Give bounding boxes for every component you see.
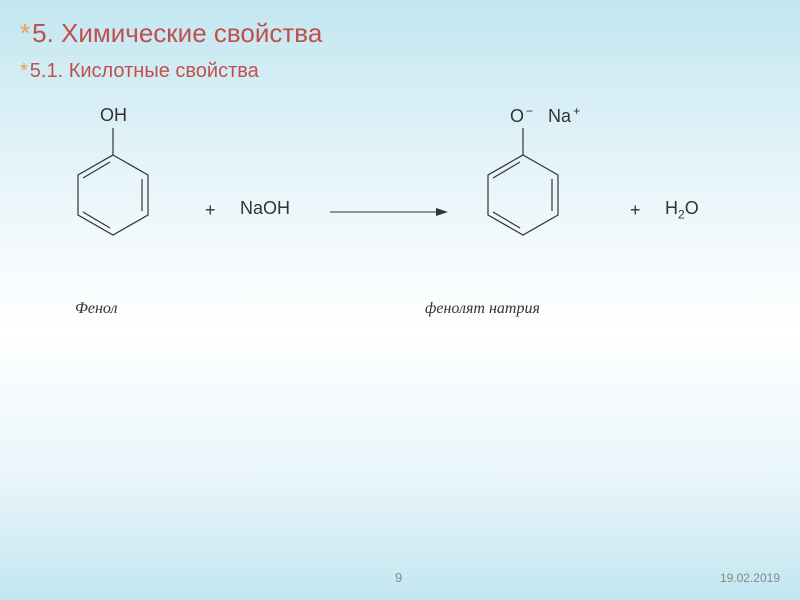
neg-charge: − [526,104,533,118]
phenolate-label: O− Na+ [510,104,580,127]
plus-sign: + [630,200,641,221]
subsection-heading: 5.1. Кислотные свойства [20,60,259,83]
reagent-naoh: NaOH [240,198,290,219]
o-atom: O [685,198,699,218]
chemical-reaction: OH + NaOH O− Na+ + H2O [30,110,770,310]
oxygen-atom: O [510,106,524,126]
plus-sign: + [205,200,216,221]
water-product: H2O [665,198,699,222]
reactant-name: Фенол [75,300,117,318]
benzene-ring-icon [60,110,170,280]
slide-date: 19.02.2019 [720,571,780,585]
subscript-2: 2 [678,208,685,222]
slide-number: 9 [395,570,402,585]
reaction-arrow-icon [330,205,450,223]
product-name: фенолят натрия [425,300,540,318]
section-heading: 5. Химические свойства [20,18,322,49]
phenolate-structure: O− Na+ [470,110,640,285]
phenol-structure: OH [60,110,170,285]
oh-label: OH [100,105,127,126]
benzene-ring-icon [470,110,640,280]
sodium-atom: Na [548,106,571,126]
h-atom: H [665,198,678,218]
pos-charge: + [573,104,580,118]
